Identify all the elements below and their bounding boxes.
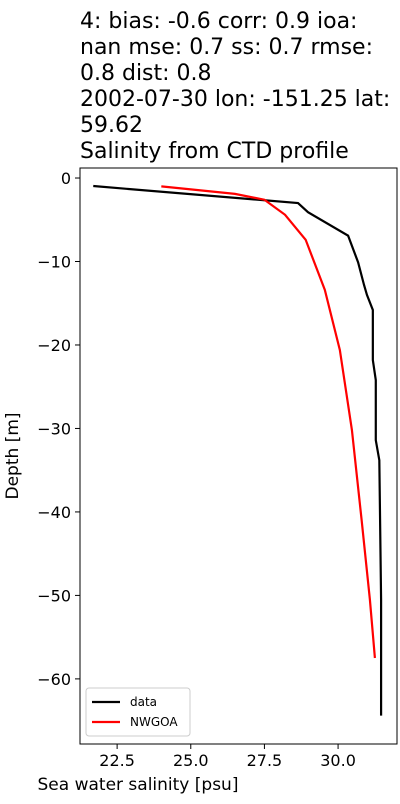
y-axis-label: Depth [m] [3,412,23,499]
chart-title: 4: bias: -0.6 corr: 0.9 ioa: [80,9,357,34]
x-tick-label: 25.0 [173,751,209,770]
chart-title: 59.62 [80,113,143,138]
chart-title: Salinity from CTD profile [80,139,349,164]
x-tick-label: 30.0 [320,751,356,770]
y-tick-label: −20 [37,336,71,355]
y-tick-label: −10 [37,252,71,271]
x-tick-label: 22.5 [99,751,135,770]
y-tick-label: −60 [37,670,71,689]
legend-box [85,687,191,737]
legend-label: NWGOA [130,715,178,729]
y-tick-label: −30 [37,419,71,438]
x-axis-label: Sea water salinity [psu] [38,775,239,795]
y-tick-label: −50 [37,586,71,605]
chart-title: 2002-07-30 lon: -151.25 lat: [80,87,390,112]
plot-frame [79,167,398,745]
x-tick-label: 27.5 [247,751,283,770]
chart-title: nan mse: 0.7 ss: 0.7 rmse: [80,35,373,60]
data-line [161,185,376,659]
legend-label: data [130,695,157,709]
y-tick-label: 0 [61,169,71,188]
chart-title: 0.8 dist: 0.8 [80,61,212,86]
y-tick-label: −40 [37,503,71,522]
data-line [93,184,383,716]
